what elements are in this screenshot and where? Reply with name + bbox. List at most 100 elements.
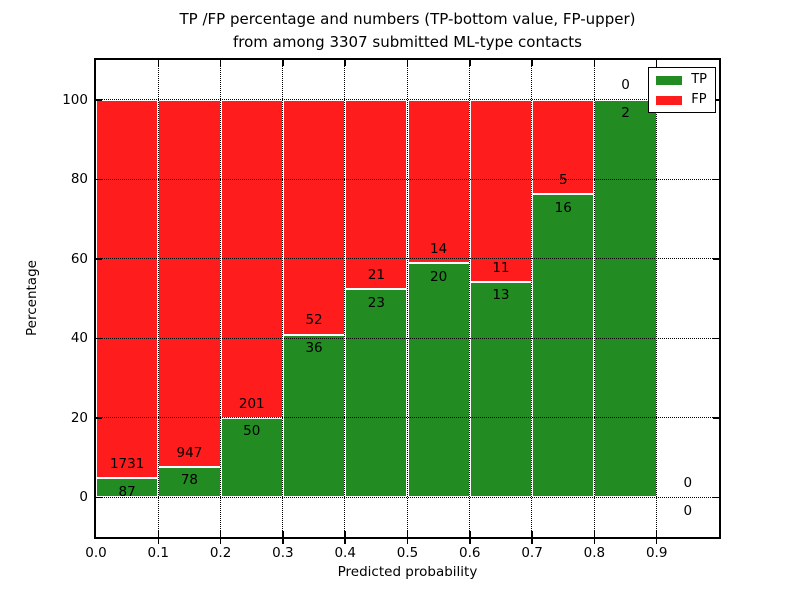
tp-count-label: 16	[554, 199, 572, 216]
x-tick-mark	[531, 539, 533, 544]
x-tick-label: 0.7	[521, 545, 543, 561]
tp-count-label: 87	[118, 483, 136, 500]
x-tick-mark	[157, 60, 160, 66]
y-tick-label: 0	[79, 489, 88, 506]
x-tick-mark	[655, 531, 658, 537]
bar-segment-tp	[594, 99, 657, 498]
x-tick-mark	[593, 531, 596, 537]
x-tick-mark	[593, 539, 596, 544]
x-tick-mark	[531, 60, 533, 66]
legend-label-fp: FP	[691, 92, 707, 107]
x-tick-label: 0.2	[209, 545, 232, 561]
fp-count-label: 14	[430, 241, 448, 257]
bar-segment-tp	[158, 467, 221, 498]
x-tick-label: 0.1	[147, 545, 170, 561]
bar-segment-fp	[345, 99, 408, 290]
bar-segment-fp	[96, 99, 159, 479]
x-tick-label: 0.3	[272, 545, 294, 561]
x-tick-mark	[344, 539, 346, 544]
x-tick-mark	[469, 60, 471, 66]
bar-segment-fp	[282, 99, 346, 335]
tp-color-swatch	[656, 75, 683, 85]
fp-color-swatch	[656, 95, 683, 105]
fp-count-label: 947	[176, 444, 203, 461]
x-tick-label: 0.5	[396, 545, 419, 561]
bar-segment-tp	[407, 263, 470, 498]
gridline-x	[469, 60, 471, 537]
legend: TP FP	[648, 67, 716, 113]
legend-label-tp: TP	[691, 72, 707, 87]
y-tick-mark	[96, 417, 102, 419]
x-tick-mark	[219, 531, 222, 537]
gridline-x	[344, 60, 346, 537]
fp-count-label: 11	[492, 259, 510, 276]
x-tick-label: 0.6	[459, 545, 481, 561]
x-tick-mark	[655, 60, 658, 66]
gridline-x	[593, 60, 595, 537]
plot-area: TP FP 1731 87 947 78 201 50 52 36 21 23 14 20 11 13 5 1…	[94, 58, 721, 544]
x-tick-mark	[406, 60, 409, 66]
fp-count-label: 5	[558, 171, 568, 188]
y-tick-mark	[96, 496, 102, 498]
legend-entry-tp: TP	[656, 73, 707, 87]
fp-count-label: 0	[683, 474, 693, 491]
bar-segment-tp	[469, 281, 533, 498]
gridline-x	[655, 60, 657, 537]
tp-count-label: 50	[243, 423, 261, 440]
y-tick-mark	[96, 178, 102, 180]
bar-segment-fp	[407, 99, 470, 264]
legend-entry-fp: FP	[656, 93, 707, 107]
y-tick-label: 100	[62, 91, 88, 108]
bar-segment-tp	[345, 289, 408, 498]
gridline-x	[406, 60, 408, 537]
tp-count-label: 2	[621, 105, 630, 122]
tp-count-label: 20	[430, 268, 448, 285]
y-tick-mark	[713, 178, 719, 180]
x-tick-mark	[282, 539, 284, 544]
x-axis-label: Predicted probability	[337, 564, 478, 580]
bar-segment-fp	[158, 99, 221, 467]
y-tick-mark	[713, 258, 719, 260]
y-tick-label: 60	[70, 250, 88, 267]
x-tick-label: 0.8	[583, 545, 606, 561]
y-tick-label: 80	[70, 171, 88, 188]
x-tick-mark	[593, 60, 596, 66]
x-tick-mark	[531, 531, 533, 537]
tp-count-label: 23	[367, 294, 385, 311]
y-tick-mark	[713, 337, 719, 339]
tp-count-label: 36	[305, 340, 323, 357]
x-tick-mark	[406, 539, 409, 544]
x-tick-mark	[469, 539, 471, 544]
y-tick-mark	[713, 99, 719, 101]
x-tick-mark	[157, 539, 160, 544]
x-tick-mark	[469, 531, 471, 537]
x-tick-mark	[406, 531, 409, 537]
fp-count-label: 1731	[109, 455, 145, 472]
fp-count-label: 52	[305, 312, 323, 329]
y-tick-mark	[713, 496, 719, 498]
x-tick-mark	[344, 60, 346, 66]
y-tick-mark	[96, 99, 102, 101]
x-tick-mark	[282, 60, 284, 66]
x-tick-mark	[344, 531, 346, 537]
gridline-x	[219, 60, 221, 537]
y-axis-label: Percentage	[24, 260, 40, 337]
bar-segment-tp	[282, 334, 346, 498]
y-tick-label: 20	[70, 409, 88, 426]
x-tick-mark	[282, 531, 284, 537]
gridline-x	[531, 60, 533, 537]
y-tick-mark	[713, 417, 719, 419]
x-tick-mark	[219, 60, 222, 66]
y-tick-label: 40	[70, 330, 88, 347]
bar-segment-fp	[469, 99, 533, 282]
x-tick-mark	[219, 539, 222, 544]
x-tick-label: 0.0	[85, 545, 107, 561]
fp-count-label: 0	[621, 77, 630, 94]
chart-title-line-2: from among 3307 submitted ML-type contac…	[233, 33, 582, 51]
x-tick-label: 0.9	[645, 545, 668, 561]
x-tick-mark	[157, 531, 160, 537]
x-tick-label: 0.4	[334, 545, 356, 561]
x-tick-mark	[655, 539, 658, 544]
chart-title-line-1: TP /FP percentage and numbers (TP-bottom…	[179, 10, 636, 28]
fp-count-label: 201	[238, 395, 265, 412]
